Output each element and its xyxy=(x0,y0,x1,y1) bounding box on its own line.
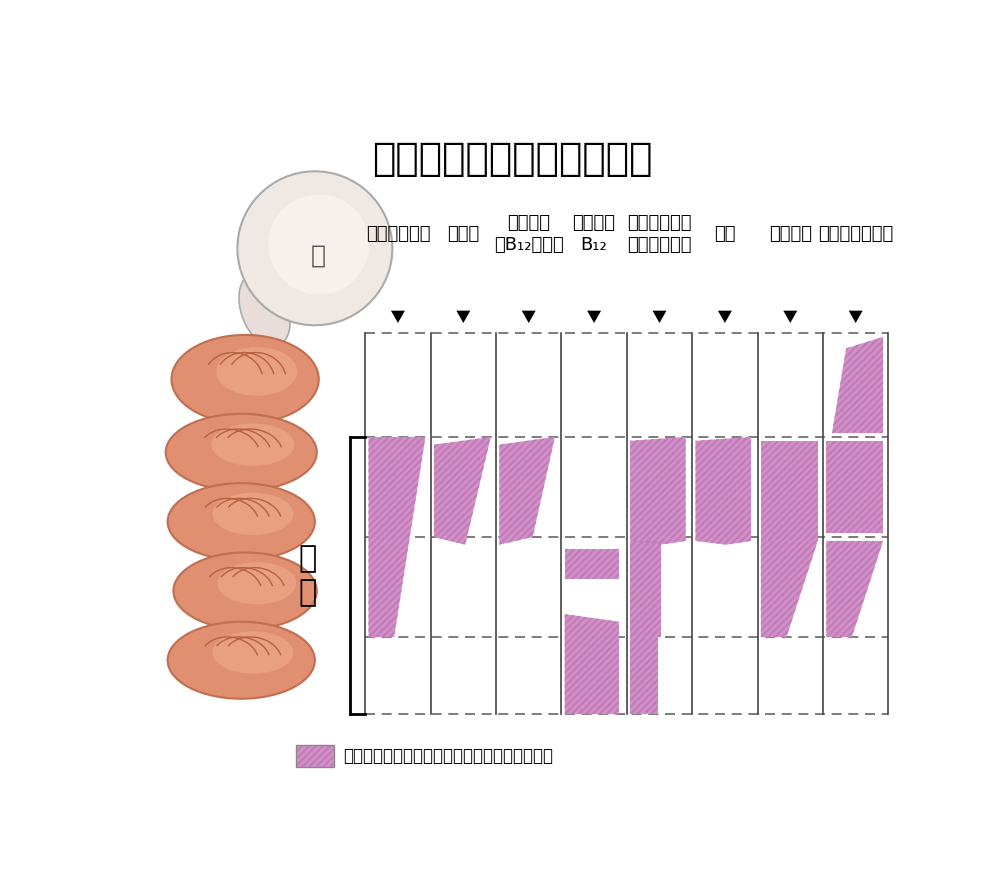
Polygon shape xyxy=(565,614,619,714)
Polygon shape xyxy=(630,637,658,714)
Ellipse shape xyxy=(216,348,297,396)
Bar xyxy=(296,745,334,766)
Polygon shape xyxy=(499,437,555,545)
Polygon shape xyxy=(434,437,491,545)
Polygon shape xyxy=(761,441,818,541)
Polygon shape xyxy=(695,437,751,545)
Polygon shape xyxy=(761,541,818,637)
Ellipse shape xyxy=(172,335,319,423)
Text: ビタミン
B₁₂: ビタミン B₁₂ xyxy=(573,214,616,254)
Ellipse shape xyxy=(212,493,293,535)
Polygon shape xyxy=(391,310,405,323)
Text: 鉄・カルシウム: 鉄・カルシウム xyxy=(818,225,893,243)
Polygon shape xyxy=(630,541,661,637)
Ellipse shape xyxy=(211,423,294,466)
Polygon shape xyxy=(826,541,883,637)
Polygon shape xyxy=(653,310,666,323)
Polygon shape xyxy=(826,441,883,534)
Polygon shape xyxy=(783,310,797,323)
Text: ナトリウム・
マグネシウム: ナトリウム・ マグネシウム xyxy=(627,214,692,254)
Polygon shape xyxy=(587,310,601,323)
Polygon shape xyxy=(718,310,732,323)
Ellipse shape xyxy=(237,171,392,325)
Text: カリウム: カリウム xyxy=(769,225,812,243)
Polygon shape xyxy=(369,437,425,637)
Polygon shape xyxy=(522,310,536,323)
Polygon shape xyxy=(630,437,686,545)
Ellipse shape xyxy=(166,414,317,491)
Polygon shape xyxy=(565,549,619,579)
Ellipse shape xyxy=(268,194,369,295)
Text: ビタミン
（B₁₂以外）: ビタミン （B₁₂以外） xyxy=(494,214,564,254)
Ellipse shape xyxy=(168,622,315,699)
Text: 塩素: 塩素 xyxy=(714,225,736,243)
Text: 糖・アミノ酸: 糖・アミノ酸 xyxy=(366,225,430,243)
Polygon shape xyxy=(296,745,334,766)
Ellipse shape xyxy=(173,552,317,630)
Ellipse shape xyxy=(239,273,290,347)
Polygon shape xyxy=(456,310,470,323)
Text: 胃: 胃 xyxy=(311,244,326,268)
Polygon shape xyxy=(832,337,883,433)
Ellipse shape xyxy=(168,483,315,560)
Text: 脂肪酸: 脂肪酸 xyxy=(447,225,479,243)
Ellipse shape xyxy=(212,632,293,674)
Text: 小腸の栄養素別の吸収部位: 小腸の栄養素別の吸収部位 xyxy=(372,140,653,178)
Ellipse shape xyxy=(217,562,296,604)
Text: 小
腸: 小 腸 xyxy=(298,544,316,607)
Text: 吸収量のイメージ。千葉さんの資料を基に作成: 吸収量のイメージ。千葉さんの資料を基に作成 xyxy=(344,747,554,765)
Polygon shape xyxy=(849,310,863,323)
